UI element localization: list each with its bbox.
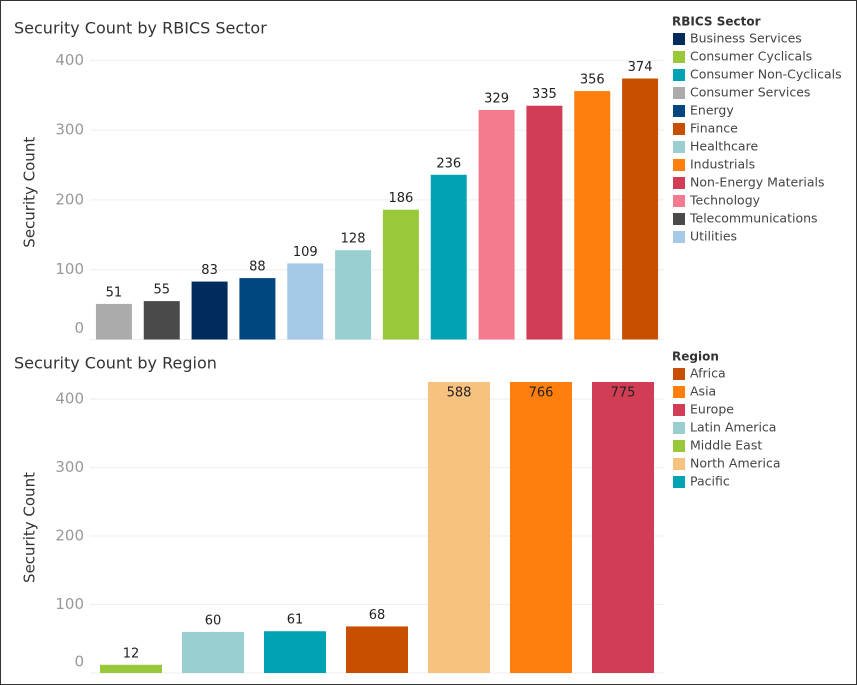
- legend-swatch: [673, 458, 685, 470]
- y-tick-label: 200: [55, 527, 84, 545]
- y-tick-label: 400: [55, 51, 84, 69]
- legend-label: Europe: [690, 402, 734, 417]
- legend-label: Energy: [690, 103, 734, 118]
- bar: [592, 382, 654, 673]
- legend-label: Telecommunications: [689, 211, 818, 226]
- y-tick-label: 0: [74, 653, 84, 671]
- y-tick-label: 300: [55, 458, 84, 476]
- legend-label: Middle East: [690, 438, 762, 453]
- value-label: 775: [611, 386, 636, 401]
- bar: [264, 631, 326, 673]
- legend-title: Region: [672, 350, 719, 364]
- legend-label: Utilities: [690, 229, 737, 244]
- value-label: 356: [580, 73, 605, 88]
- legend-swatch: [673, 213, 685, 225]
- value-label: 12: [123, 646, 140, 661]
- legend-label: North America: [690, 456, 781, 471]
- y-tick-label: 200: [55, 190, 84, 208]
- bar: [428, 382, 490, 673]
- bar: [335, 250, 372, 340]
- legend-swatch: [673, 404, 685, 416]
- bar: [510, 382, 572, 673]
- bar: [95, 303, 132, 340]
- legend-swatch: [673, 69, 685, 81]
- bar: [239, 278, 276, 340]
- legend-label: Healthcare: [690, 139, 758, 154]
- legend-swatch: [673, 33, 685, 45]
- legend-label: Consumer Cyclicals: [690, 49, 812, 64]
- value-label: 83: [201, 263, 218, 278]
- value-label: 236: [436, 156, 461, 171]
- legend-swatch: [673, 195, 685, 207]
- value-label: 55: [153, 283, 170, 298]
- legend-swatch: [673, 422, 685, 434]
- y-axis-label: Security Count: [21, 137, 39, 248]
- legend-label: Business Services: [690, 31, 802, 46]
- y-tick-label: 0: [74, 319, 84, 337]
- legend-label: Technology: [689, 193, 761, 208]
- legend-swatch: [673, 51, 685, 63]
- value-label: 51: [106, 285, 123, 300]
- legend-swatch: [673, 87, 685, 99]
- legend-label: Non-Energy Materials: [690, 175, 824, 190]
- legend-swatch: [673, 123, 685, 135]
- y-tick-label: 100: [55, 260, 84, 278]
- bar: [478, 109, 515, 340]
- value-label: 186: [389, 191, 414, 206]
- bar: [526, 105, 563, 340]
- legend-swatch: [673, 231, 685, 243]
- bar: [287, 263, 324, 340]
- bar: [622, 78, 659, 340]
- value-label: 68: [369, 608, 386, 623]
- chart-title: Security Count by Region: [14, 354, 217, 373]
- legend-title: RBICS Sector: [672, 15, 761, 29]
- y-tick-label: 300: [55, 121, 84, 139]
- legend-label: Consumer Services: [690, 85, 810, 100]
- legend-label: Finance: [690, 121, 738, 136]
- value-label: 109: [293, 245, 318, 260]
- value-label: 329: [484, 91, 509, 106]
- legend-swatch: [673, 141, 685, 153]
- legend-label: Industrials: [690, 157, 755, 172]
- legend-swatch: [673, 177, 685, 189]
- value-label: 128: [341, 232, 366, 247]
- legend-swatch: [673, 476, 685, 488]
- legend-label: Asia: [690, 384, 716, 399]
- legend-swatch: [673, 105, 685, 117]
- value-label: 374: [628, 60, 653, 75]
- legend-label: Consumer Non-Cyclicals: [690, 67, 842, 82]
- legend-swatch: [673, 386, 685, 398]
- legend-label: Latin America: [690, 420, 776, 435]
- bar: [143, 301, 180, 340]
- bar: [346, 626, 408, 673]
- bar: [182, 631, 244, 673]
- y-tick-label: 400: [55, 390, 84, 408]
- y-tick-label: 100: [55, 595, 84, 613]
- value-label: 588: [447, 386, 472, 401]
- bar: [430, 174, 467, 340]
- value-label: 60: [205, 613, 222, 628]
- legend-label: Pacific: [690, 474, 730, 489]
- legend-swatch: [673, 440, 685, 452]
- value-label: 61: [287, 613, 304, 628]
- bar: [100, 664, 162, 673]
- y-axis-label: Security Count: [21, 472, 39, 583]
- legend-label: Africa: [690, 366, 726, 381]
- legend-swatch: [673, 368, 685, 380]
- bar: [191, 281, 228, 340]
- bar: [382, 209, 419, 340]
- bar: [574, 91, 611, 340]
- value-label: 88: [249, 260, 266, 275]
- legend-swatch: [673, 159, 685, 171]
- value-label: 766: [529, 386, 554, 401]
- chart-title: Security Count by RBICS Sector: [14, 19, 267, 38]
- value-label: 335: [532, 87, 557, 102]
